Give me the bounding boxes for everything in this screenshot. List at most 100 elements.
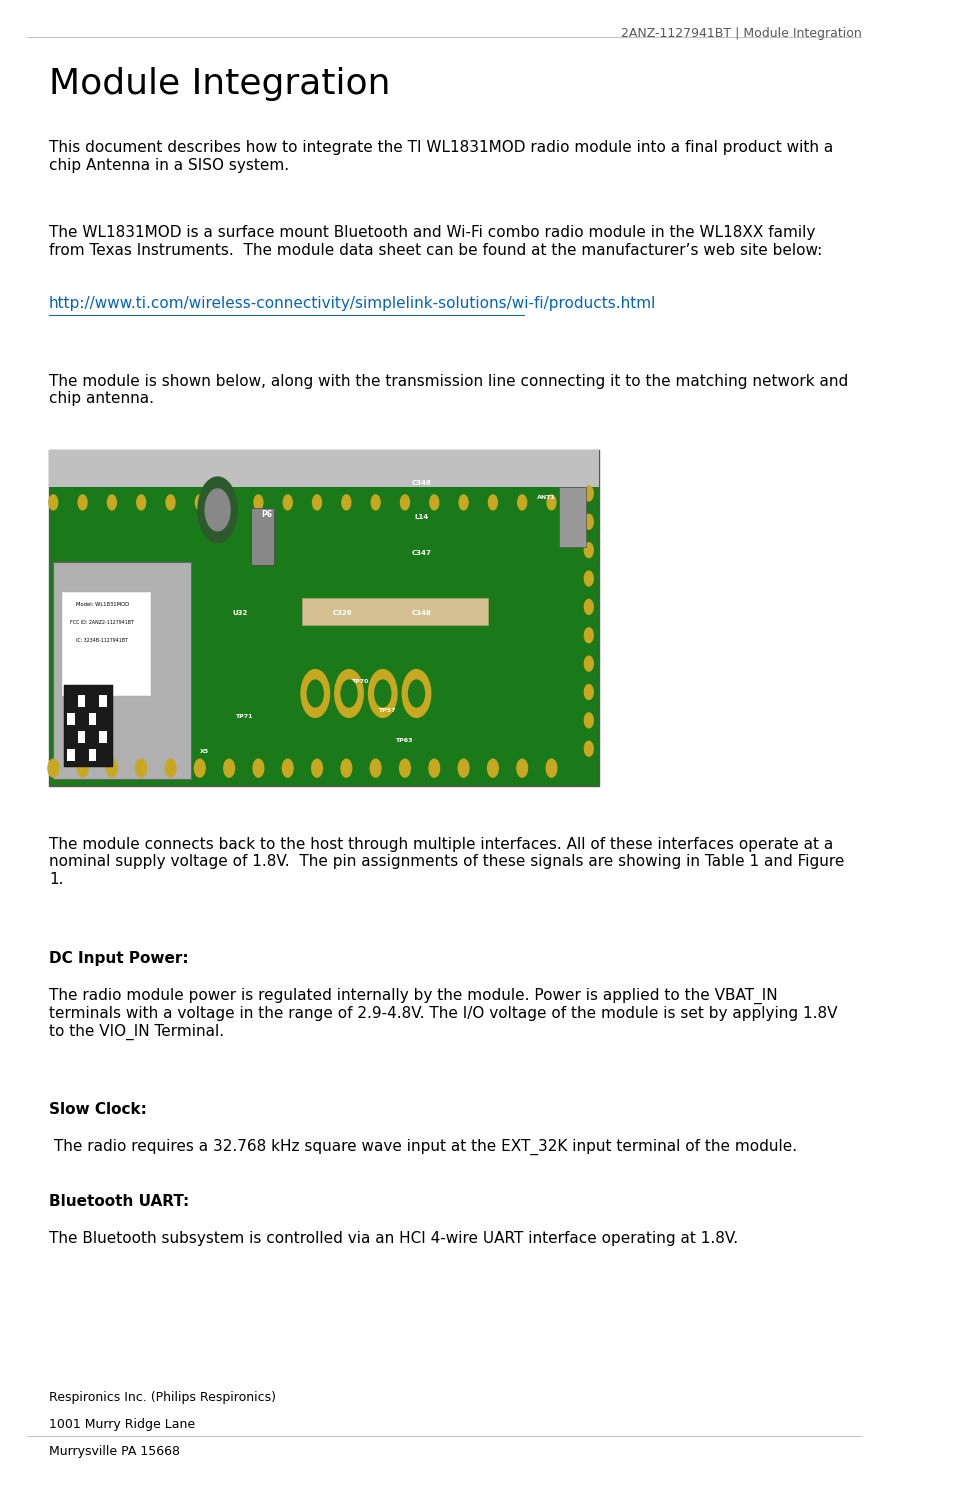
Text: This document describes how to integrate the TI WL1831MOD radio module into a fi: This document describes how to integrate… [49,140,833,173]
Circle shape [584,629,593,643]
Circle shape [584,742,593,757]
Circle shape [547,496,556,511]
Text: Bluetooth UART:: Bluetooth UART: [49,1194,189,1209]
Text: TP57: TP57 [378,709,395,714]
Circle shape [342,496,351,511]
Bar [67,749,75,761]
Text: Slow Clock:: Slow Clock: [49,1102,147,1117]
Circle shape [402,670,431,718]
Circle shape [488,760,499,778]
Circle shape [429,760,439,778]
Circle shape [375,681,391,708]
Circle shape [459,496,468,511]
Circle shape [307,681,323,708]
Text: Module Integration: Module Integration [49,67,391,102]
Circle shape [254,496,263,511]
Circle shape [283,496,292,511]
Circle shape [136,496,146,511]
Circle shape [584,714,593,729]
Circle shape [312,760,322,778]
Text: C346: C346 [412,481,431,487]
Circle shape [584,487,593,502]
Circle shape [518,496,527,511]
Bar [302,599,488,626]
Circle shape [408,681,425,708]
Text: 1001 Murry Ridge Lane: 1001 Murry Ridge Lane [49,1418,195,1432]
Circle shape [341,681,357,708]
Circle shape [584,684,593,699]
Circle shape [198,478,237,543]
Circle shape [48,760,58,778]
Text: FCC ID: 2ANZ2-1127941BT: FCC ID: 2ANZ2-1127941BT [70,621,134,626]
Text: IC: 3234B-1127941BT: IC: 3234B-1127941BT [76,639,128,643]
Text: The radio requires a 32.768 kHz square wave input at the EXT_32K input terminal : The radio requires a 32.768 kHz square w… [49,1139,797,1154]
Circle shape [224,760,235,778]
Circle shape [371,496,380,511]
Circle shape [584,572,593,587]
Circle shape [253,760,264,778]
Circle shape [78,496,87,511]
Text: L14: L14 [415,514,429,521]
Bar [89,749,95,761]
Text: DC Input Power:: DC Input Power: [49,951,189,966]
Circle shape [546,760,557,778]
Circle shape [584,600,593,615]
Text: TP70: TP70 [351,679,368,684]
Text: TP63: TP63 [395,739,413,744]
Bar [62,593,151,696]
Circle shape [430,496,438,511]
Text: ANT1: ANT1 [537,496,555,500]
Circle shape [488,496,498,511]
Text: Model: WL1831MOD: Model: WL1831MOD [76,603,129,608]
Bar [78,732,86,744]
Circle shape [584,514,593,530]
Bar [67,714,75,726]
Bar [99,696,106,708]
Circle shape [517,760,528,778]
Text: C326: C326 [332,611,352,617]
Text: TP71: TP71 [236,715,253,720]
Bar [99,732,106,744]
Circle shape [225,496,234,511]
Text: Respironics Inc. (Philips Respironics): Respironics Inc. (Philips Respironics) [49,1391,276,1405]
Circle shape [196,496,205,511]
Circle shape [370,760,381,778]
Text: Murrysville PA 15668: Murrysville PA 15668 [49,1445,180,1459]
Circle shape [301,670,329,718]
Text: 2ANZ-1127941BT | Module Integration: 2ANZ-1127941BT | Module Integration [620,27,861,40]
Bar [49,451,599,787]
Text: The module is shown below, along with the transmission line connecting it to the: The module is shown below, along with th… [49,375,848,406]
Bar [78,696,86,708]
Circle shape [458,760,468,778]
Circle shape [107,496,116,511]
Text: http://www.ti.com/wireless-connectivity/simplelink-solutions/wi-fi/products.html: http://www.ti.com/wireless-connectivity/… [49,296,656,311]
Circle shape [584,657,593,672]
Circle shape [341,760,352,778]
Bar [251,509,274,566]
Circle shape [400,496,409,511]
Bar [54,563,191,779]
Circle shape [282,760,293,778]
Text: P6: P6 [261,511,272,520]
Circle shape [399,760,410,778]
Circle shape [49,496,57,511]
Circle shape [368,670,397,718]
Circle shape [136,760,146,778]
Circle shape [167,496,175,511]
Text: The WL1831MOD is a surface mount Bluetooth and Wi-Fi combo radio module in the W: The WL1831MOD is a surface mount Bluetoo… [49,225,822,258]
Bar [49,451,599,488]
Circle shape [106,760,117,778]
Circle shape [195,760,206,778]
Text: C348: C348 [412,611,431,617]
Text: C347: C347 [412,551,431,557]
Text: The radio module power is regulated internally by the module. Power is applied t: The radio module power is regulated inte… [49,988,838,1039]
Bar [559,487,586,548]
Text: X5: X5 [200,749,208,754]
Circle shape [206,490,230,532]
Text: U32: U32 [232,611,247,617]
Text: The module connects back to the host through multiple interfaces. All of these i: The module connects back to the host thr… [49,838,844,887]
Bar [64,684,113,767]
Circle shape [77,760,88,778]
Circle shape [313,496,321,511]
Bar [89,714,95,726]
